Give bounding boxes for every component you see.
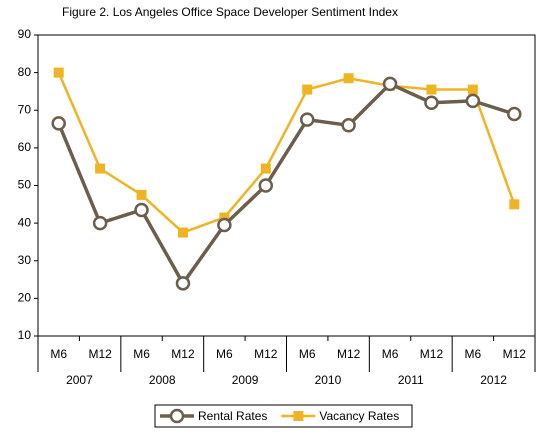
group-label: 2012 (480, 373, 507, 387)
point (92, 215, 108, 231)
point (343, 73, 354, 84)
y-tick-label: 50 (18, 178, 32, 192)
point (426, 84, 437, 95)
x-tick-label: M6 (465, 347, 482, 361)
y-tick-label: 30 (18, 253, 32, 267)
group-label: 2009 (232, 373, 259, 387)
point (217, 217, 232, 233)
chart-title: Figure 2. Los Angeles Office Space Devel… (62, 5, 398, 19)
x-tick-label: M12 (254, 347, 278, 361)
group-label: 2011 (398, 373, 424, 387)
x-tick-label: M12 (171, 347, 195, 361)
y-tick-label: 20 (18, 291, 32, 305)
x-tick-label: M6 (50, 347, 67, 361)
point (51, 116, 66, 131)
x-tick-label: M6 (216, 347, 233, 361)
series-line (57, 81, 515, 287)
x-tick-label: M6 (382, 347, 399, 361)
point (341, 118, 356, 133)
point (175, 276, 191, 291)
point (509, 199, 520, 210)
x-tick-label: M12 (337, 347, 361, 361)
point (136, 189, 147, 200)
point (507, 106, 522, 122)
point (382, 76, 398, 92)
group-label: 2007 (66, 373, 93, 387)
point (177, 227, 188, 238)
point (258, 178, 274, 193)
point (467, 84, 478, 95)
point (299, 112, 315, 127)
legend-label: Rental Rates (198, 409, 267, 423)
x-tick-label: M6 (299, 347, 316, 361)
group-label: 2010 (315, 373, 342, 387)
y-tick-label: 40 (18, 215, 32, 229)
x-tick-label: M12 (420, 347, 444, 361)
point (219, 212, 230, 223)
group-label: 2008 (149, 373, 176, 387)
y-tick-label: 90 (18, 27, 32, 41)
point (95, 163, 106, 174)
legend-marker (293, 411, 304, 421)
x-tick-label: M12 (503, 347, 527, 361)
legend-label: Vacancy Rates (319, 409, 399, 423)
plot-frame (37, 34, 536, 337)
series-line (57, 72, 516, 234)
point (465, 93, 481, 109)
point (260, 163, 271, 174)
point (134, 202, 149, 218)
x-tick-label: M6 (133, 347, 150, 361)
y-tick-label: 60 (18, 140, 32, 154)
y-tick-label: 80 (18, 65, 32, 79)
legend-marker (169, 408, 185, 424)
point (302, 84, 313, 95)
y-tick-label: 70 (18, 102, 32, 116)
y-tick-label: 10 (18, 328, 32, 342)
point (424, 95, 439, 110)
point (53, 67, 64, 78)
x-tick-label: M12 (88, 347, 112, 361)
